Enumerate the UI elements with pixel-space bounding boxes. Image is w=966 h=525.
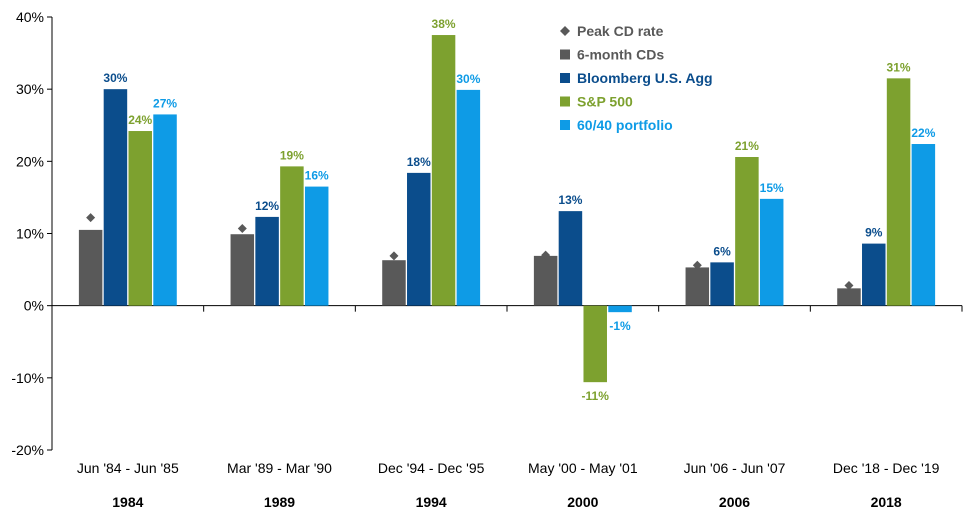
x-year-label: 1989	[264, 494, 295, 510]
bar	[558, 211, 583, 306]
y-tick-label: 40%	[16, 9, 44, 25]
legend: Peak CD rate 6-month CDs Bloomberg U.S. Ag…	[560, 23, 713, 133]
legend-label: 6-month CDs	[577, 47, 664, 63]
data-label: 22%	[911, 126, 935, 140]
legend-label: 60/40 portfolio	[577, 117, 673, 133]
legend-swatch	[560, 120, 570, 130]
x-category-label: Mar '89 - Mar '90	[227, 460, 332, 476]
bars	[78, 35, 936, 383]
y-tick-label: -20%	[11, 442, 44, 458]
x-category-label: Dec '94 - Dec '95	[378, 460, 485, 476]
data-label: 38%	[432, 17, 456, 31]
legend-swatch	[560, 49, 570, 60]
peak-cd-marker	[389, 251, 399, 261]
data-label: 16%	[305, 169, 329, 183]
y-tick-label: -10%	[11, 370, 44, 386]
legend-swatch	[560, 73, 570, 83]
x-category-label: Jun '84 - Jun '85	[77, 460, 179, 476]
peak-cd-marker	[86, 213, 96, 223]
data-label: 13%	[558, 193, 582, 207]
y-tick-label: 0%	[24, 298, 44, 314]
data-label: 15%	[760, 181, 784, 195]
legend-label: Bloomberg U.S. Agg	[577, 70, 713, 86]
data-label: 30%	[103, 71, 127, 85]
data-label: 9%	[865, 226, 883, 240]
data-label: -11%	[582, 389, 610, 403]
bar	[710, 262, 734, 306]
data-label: 24%	[128, 113, 152, 127]
x-year-label: 2006	[719, 494, 750, 510]
bar	[759, 198, 784, 306]
x-year-label: 1994	[416, 494, 447, 510]
data-label: -1%	[609, 319, 631, 333]
bar	[280, 166, 304, 306]
bar	[431, 35, 456, 306]
bar	[911, 144, 936, 306]
bar	[837, 288, 861, 306]
peak-cd-marker	[237, 223, 247, 233]
data-label: 6%	[713, 244, 731, 258]
legend-label: S&P 500	[577, 94, 633, 110]
x-year-label: 2000	[567, 494, 598, 510]
bar	[456, 89, 481, 306]
bar	[533, 255, 558, 306]
y-tick-label: 30%	[16, 81, 44, 97]
bar	[103, 89, 128, 306]
bar	[128, 131, 152, 306]
bar	[608, 305, 632, 313]
x-category-label: May '00 - May '01	[528, 460, 638, 476]
bar	[583, 305, 607, 383]
legend-label: Peak CD rate	[577, 23, 664, 39]
data-label: 30%	[456, 72, 480, 86]
peak-cd-marker	[541, 250, 551, 260]
legend-swatch	[560, 96, 570, 107]
data-label: 18%	[407, 155, 431, 169]
x-category-label: Jun '06 - Jun '07	[684, 460, 786, 476]
y-tick-label: 20%	[16, 153, 44, 169]
bar	[685, 267, 710, 306]
y-tick-label: 10%	[16, 226, 44, 242]
bar	[230, 234, 255, 306]
bar	[735, 157, 759, 306]
peak-cd-marker	[844, 280, 854, 290]
axes: -20% -10% 0% 10% 20% 30% 40% Jun '84 - Jun '85 1…	[11, 9, 963, 510]
bar	[407, 172, 431, 306]
peak-cd-marker	[692, 260, 702, 270]
bar	[862, 243, 886, 306]
data-label: 19%	[280, 148, 304, 162]
data-label: 21%	[735, 139, 759, 153]
bar	[255, 216, 279, 306]
legend-swatch-diamond	[560, 26, 570, 36]
bar	[382, 260, 406, 306]
peak-markers	[86, 213, 854, 290]
data-label: 12%	[255, 199, 279, 213]
bar	[886, 78, 911, 306]
data-label: 31%	[887, 60, 911, 74]
bar	[304, 186, 329, 306]
bar	[78, 229, 103, 306]
bar	[153, 114, 177, 306]
data-labels: 30% 12% 18% 13% 6% 9% 24% 19% 38% -11% 21% 31% 27% 16…	[103, 17, 935, 403]
x-year-label: 2018	[871, 494, 902, 510]
data-label: 27%	[153, 96, 177, 110]
x-category-label: Dec '18 - Dec '19	[833, 460, 940, 476]
x-year-label: 1984	[112, 494, 143, 510]
